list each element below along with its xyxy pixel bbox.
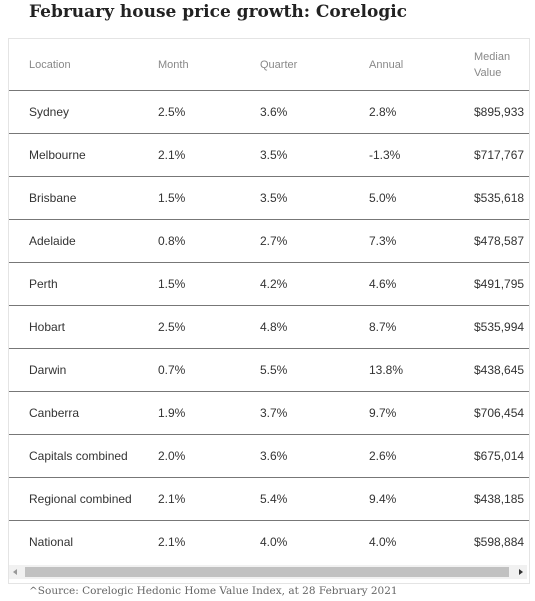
table-cell: Darwin <box>9 348 151 392</box>
table-cell: Regional combined <box>9 477 151 521</box>
table-cell: 7.3% <box>362 219 467 263</box>
table-cell: 2.1% <box>158 535 186 549</box>
table-body: Sydney 2.5% 3.6% 2.8% $895,933 Melbourne 2.1% 3… <box>9 90 529 564</box>
table-row: Adelaide 0.8% 2.7% 7.3% $478,587 <box>9 219 529 263</box>
table-cell: 1.9% <box>151 391 253 435</box>
table-cell: Sydney <box>9 90 151 134</box>
horizontal-scrollbar[interactable] <box>9 565 527 579</box>
table-cell: Hobart <box>9 305 151 349</box>
table-cell: Brisbane <box>9 176 151 220</box>
table-row: Darwin 0.7% 5.5% 13.8% $438,645 <box>9 348 529 392</box>
table-cell: 5.4% <box>253 477 362 521</box>
table-cell: 1.5% <box>151 176 253 220</box>
table-cell: 2.1% <box>151 477 253 521</box>
table-cell: Adelaide <box>9 219 151 263</box>
table-cell: 3.5% <box>253 133 362 177</box>
table-cell: Melbourne <box>9 133 151 177</box>
table-row: National 2.1% 4.0% 4.0% $598,884 <box>9 521 529 564</box>
table-cell: 2.1% <box>151 133 253 177</box>
table-cell: 3.6% <box>253 90 362 134</box>
table-cell: 3.6% <box>253 434 362 478</box>
scroll-arrows <box>13 569 523 575</box>
table-container: Location Month Quarter Annual Median Value S… <box>8 38 530 584</box>
table-cell: National <box>29 535 74 549</box>
table-cell: $438,645 <box>467 348 529 392</box>
table-row: Hobart 2.5% 4.8% 8.7% $535,994 <box>9 305 529 349</box>
column-header: Quarter <box>253 39 362 91</box>
table-cell: Perth <box>9 262 151 306</box>
table-cell: 4.8% <box>253 305 362 349</box>
table-cell: 9.4% <box>362 477 467 521</box>
table-cell: 3.7% <box>253 391 362 435</box>
column-header: Location <box>9 39 151 91</box>
source-note: ^Source: Corelogic Hedonic Home Value In… <box>29 585 398 597</box>
title: February house price growth: Corelogic <box>29 2 408 22</box>
table-row: Canberra 1.9% 3.7% 9.7% $706,454 <box>9 391 529 435</box>
table-cell: 4.6% <box>362 262 467 306</box>
table-row: Perth 1.5% 4.2% 4.6% $491,795 <box>9 262 529 306</box>
table-cell: $478,587 <box>467 219 529 263</box>
column-header: Annual <box>362 39 467 91</box>
table-cell: 9.7% <box>362 391 467 435</box>
table-cell: 2.0% <box>151 434 253 478</box>
table-cell: 4.0% <box>369 535 397 549</box>
table-cell: 5.5% <box>253 348 362 392</box>
table-cell: -1.3% <box>362 133 467 177</box>
table-cell: $535,994 <box>467 305 529 349</box>
table-cell: 13.8% <box>362 348 467 392</box>
table-row: Regional combined 2.1% 5.4% 9.4% $438,185 <box>9 477 529 521</box>
column-header: Median Value <box>467 39 529 91</box>
table-cell: 2.5% <box>151 90 253 134</box>
table-cell: $706,454 <box>467 391 529 435</box>
table-cell: 2.7% <box>253 219 362 263</box>
table-cell: 2.5% <box>151 305 253 349</box>
scroll-thumb[interactable] <box>25 567 509 577</box>
table-cell: 4.0% <box>260 535 288 549</box>
table-row: Brisbane 1.5% 3.5% 5.0% $535,618 <box>9 176 529 220</box>
table-row: Capitals combined 2.0% 3.6% 2.6% $675,014 <box>9 434 529 478</box>
table-cell: Capitals combined <box>9 434 151 478</box>
header-row: Location Month Quarter Annual Median Value <box>9 39 529 91</box>
table-row: Sydney 2.5% 3.6% 2.8% $895,933 <box>9 90 529 134</box>
table-cell: 2.8% <box>362 90 467 134</box>
table-cell: $491,795 <box>467 262 529 306</box>
table-cell: 1.5% <box>151 262 253 306</box>
table-cell: $717,767 <box>467 133 529 177</box>
table-cell: $438,185 <box>467 477 529 521</box>
table-cell: $675,014 <box>467 434 529 478</box>
table-cell: 5.0% <box>362 176 467 220</box>
table-cell: 2.6% <box>362 434 467 478</box>
table-cell: $598,884 <box>474 535 525 549</box>
table: Location Month Quarter Annual Median Value S… <box>9 39 529 563</box>
column-header: Month <box>151 39 253 91</box>
table-cell: $535,618 <box>467 176 529 220</box>
table-cell: $895,933 <box>467 90 529 134</box>
table-cell: 4.2% <box>253 262 362 306</box>
table-row: Melbourne 2.1% 3.5% -1.3% $717,767 <box>9 133 529 177</box>
table-cell: Canberra <box>9 391 151 435</box>
table-cell: 3.5% <box>253 176 362 220</box>
table-cell: 0.7% <box>151 348 253 392</box>
table-cell: 0.8% <box>151 219 253 263</box>
table-cell: 8.7% <box>362 305 467 349</box>
